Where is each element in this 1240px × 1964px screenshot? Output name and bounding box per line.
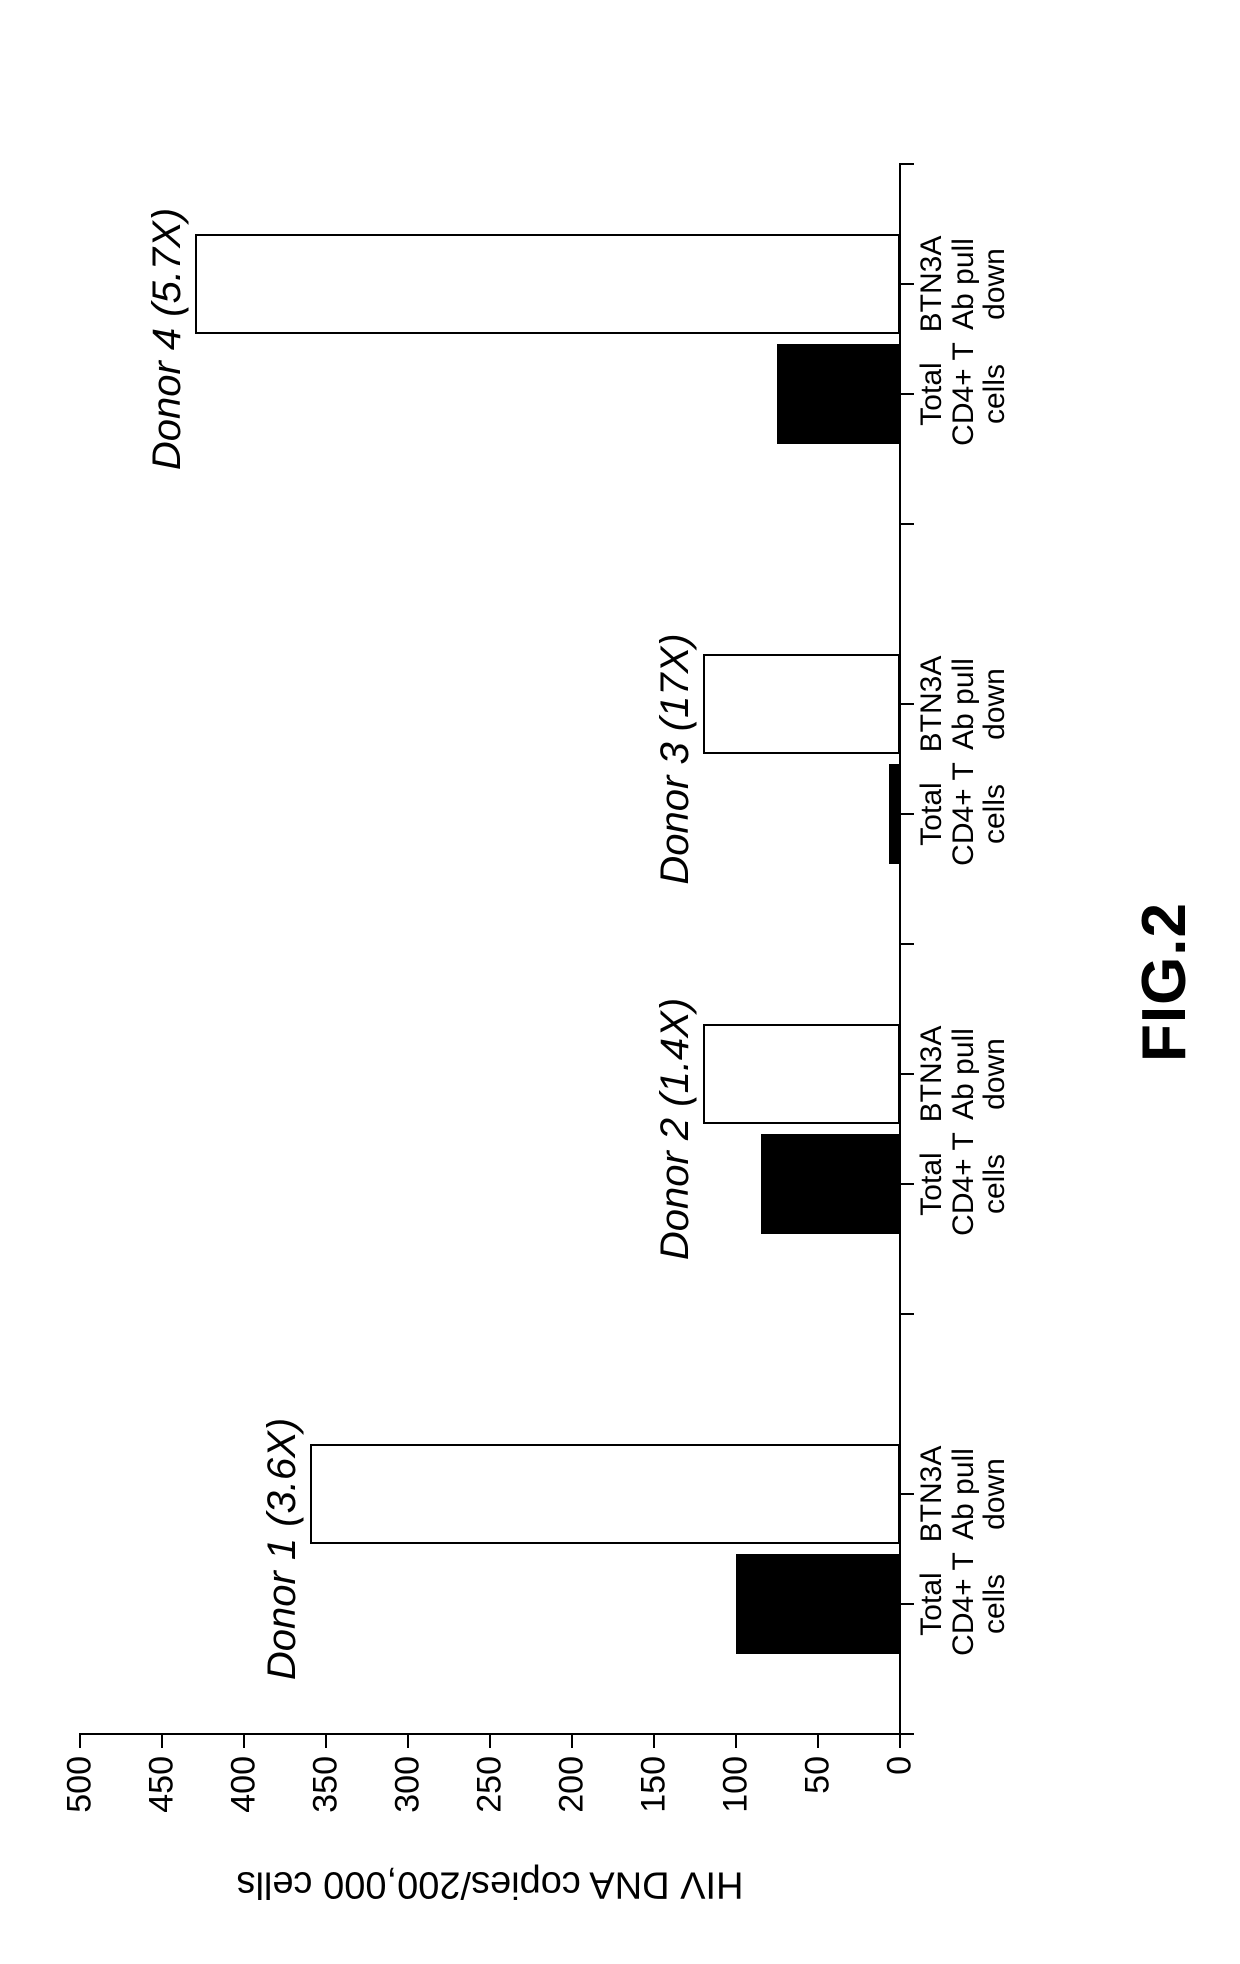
x-bar-label: BTN3AAb pulldown [916,1004,1011,1144]
y-tick [325,1734,327,1748]
bar-total [889,764,900,864]
bar-total [736,1554,900,1654]
y-tick [407,1734,409,1748]
x-group-separator-tick [900,943,914,945]
y-tick-label: 450 [143,1756,182,1813]
x-bar-tick [900,1073,914,1075]
x-bar-tick [900,703,914,705]
bar-pulldown [703,654,900,754]
x-bar-tick [900,1493,914,1495]
y-tick-label: 100 [717,1756,756,1813]
x-bar-tick [900,1603,914,1605]
bar-total [761,1134,900,1234]
y-tick-label: 250 [471,1756,510,1813]
group-title: Donor 4 (5.7X) [145,208,190,470]
y-tick-label: 350 [307,1756,346,1813]
x-bar-tick [900,283,914,285]
x-bar-tick [900,813,914,815]
y-tick [899,1734,901,1748]
chart-plot-area: 050100150200250300350400450500TotalCD4+ … [80,164,900,1734]
group-title: Donor 1 (3.6X) [260,1418,305,1680]
y-tick-label: 200 [553,1756,592,1813]
x-group-separator-tick [900,1733,914,1735]
bar-total [777,344,900,444]
x-bar-label: BTN3AAb pulldown [916,1424,1011,1564]
x-bar-tick [900,393,914,395]
figure-label: FIG.2 [1129,902,1200,1062]
y-tick [817,1734,819,1748]
y-tick-label: 150 [635,1756,674,1813]
group-title: Donor 2 (1.4X) [653,998,698,1260]
group-title: Donor 3 (17X) [653,633,698,884]
y-tick [653,1734,655,1748]
y-tick [161,1734,163,1748]
x-group-separator-tick [900,163,914,165]
y-tick-label: 300 [389,1756,428,1813]
x-group-separator-tick [900,523,914,525]
y-tick [489,1734,491,1748]
x-bar-tick [900,1183,914,1185]
y-tick-label: 50 [799,1756,838,1794]
y-tick-label: 500 [61,1756,100,1813]
bar-pulldown [703,1024,900,1124]
y-tick-label: 400 [225,1756,264,1813]
y-tick [735,1734,737,1748]
x-bar-label: BTN3AAb pulldown [916,214,1011,354]
y-axis-title: HIV DNA copies/200,000 cells [237,1863,744,1906]
y-tick [571,1734,573,1748]
stage: 050100150200250300350400450500TotalCD4+ … [0,0,1240,1964]
x-group-separator-tick [900,1313,914,1315]
y-tick [79,1734,81,1748]
y-tick-label: 0 [881,1756,920,1775]
rotated-figure: 050100150200250300350400450500TotalCD4+ … [0,0,1240,1964]
x-bar-label: BTN3AAb pulldown [916,634,1011,774]
bar-pulldown [195,234,900,334]
bar-pulldown [310,1444,900,1544]
y-tick [243,1734,245,1748]
